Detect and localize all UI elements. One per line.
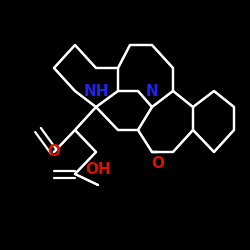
Text: N: N bbox=[146, 84, 158, 98]
Text: OH: OH bbox=[85, 162, 111, 178]
Text: O: O bbox=[48, 144, 60, 160]
Text: NH: NH bbox=[83, 84, 109, 98]
Text: O: O bbox=[152, 156, 164, 170]
